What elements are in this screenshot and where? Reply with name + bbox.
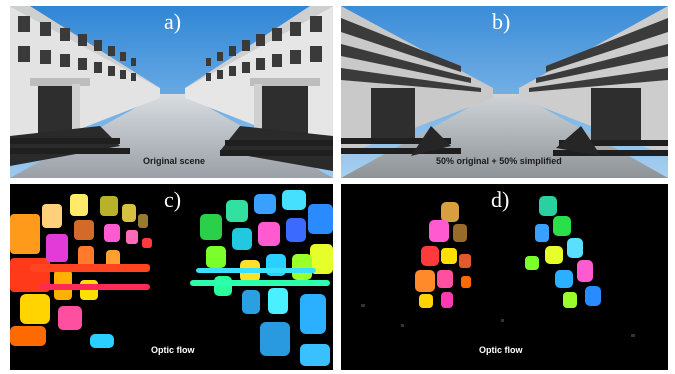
panel-d-label: d) [491,188,509,212]
panel-b-caption: 50% original + 50% simplified [436,156,562,167]
panel-optic-flow-original: c) Optic flow [10,184,333,370]
panel-d-caption: Optic flow [479,345,523,356]
panel-c-caption: Optic flow [151,345,195,356]
panel-a-label: a) [164,10,181,34]
panel-simplified-scene: b) 50% original + 50% simplified [341,6,668,178]
panel-b-label: b) [492,10,510,34]
panel-c-label: c) [164,188,181,212]
panel-original-scene: a) Original scene [10,6,333,178]
panel-a-caption: Original scene [143,156,205,167]
panel-optic-flow-simplified: d) Optic flow [341,184,668,370]
